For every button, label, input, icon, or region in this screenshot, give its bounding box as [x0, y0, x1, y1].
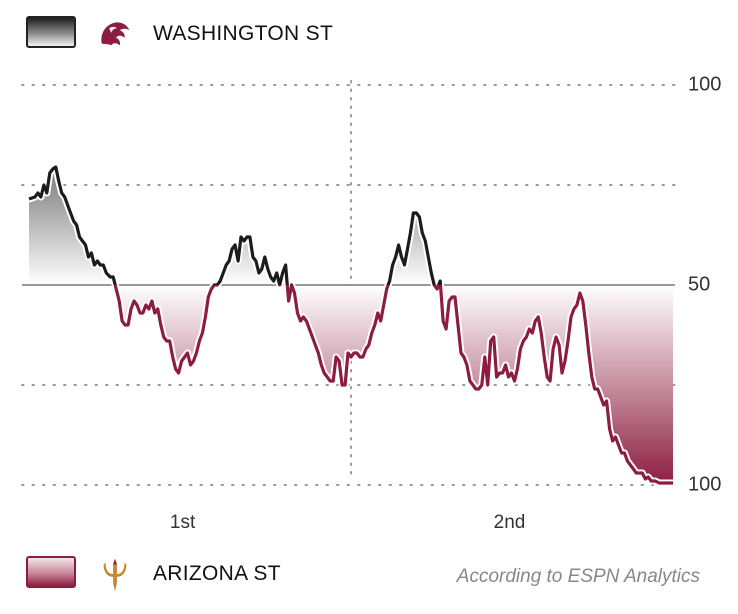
y-tick-label: 100	[688, 73, 721, 95]
arizona-st-line	[113, 285, 673, 485]
y-tick-label: 100	[688, 473, 721, 495]
probability-areas	[29, 167, 673, 483]
period-label: 2nd	[494, 512, 526, 533]
wsu-color-swatch	[26, 16, 76, 48]
source-note: According to ESPN Analytics	[456, 566, 700, 587]
team-name-arizona-st: ARIZONA ST	[153, 562, 281, 585]
asu-color-swatch	[26, 556, 76, 588]
asu-pitchfork-logo-icon	[103, 558, 127, 592]
y-tick-label: 50	[688, 273, 710, 295]
washington-st-area	[29, 167, 673, 285]
probability-lines	[22, 163, 677, 487]
team-name-washington-st: WASHINGTON ST	[153, 22, 334, 45]
axis-labels: 100 50 100 1st 2nd	[170, 73, 721, 533]
period-label: 1st	[170, 512, 196, 533]
wsu-cougar-logo-icon	[101, 22, 130, 46]
gridlines	[21, 80, 676, 486]
arizona-st-area	[29, 285, 673, 483]
